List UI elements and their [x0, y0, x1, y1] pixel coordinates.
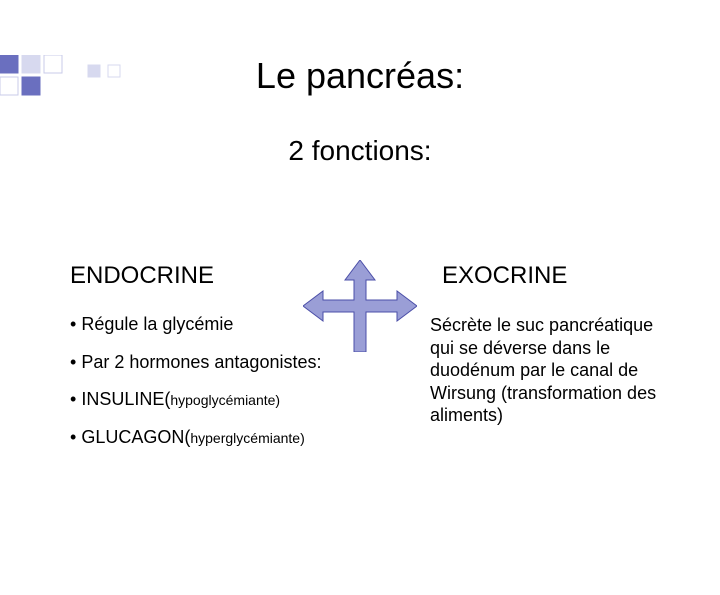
three-way-arrow-icon	[303, 260, 417, 352]
bullet-text: Régule la glycémie	[81, 314, 233, 334]
corner-decoration	[0, 55, 135, 105]
endocrine-column: ENDOCRINE • Régule la glycémie • Par 2 h…	[70, 262, 340, 464]
endocrine-heading: ENDOCRINE	[70, 262, 340, 290]
slide-subtitle: 2 fonctions:	[0, 135, 720, 167]
bullet-glucagon: • GLUCAGON(hyperglycémiante)	[70, 427, 340, 449]
bullet-small: hyperglycémiante)	[190, 430, 304, 446]
exocrine-heading: EXOCRINE	[442, 262, 660, 290]
bullet-small: hypoglycémiante)	[170, 392, 280, 408]
exocrine-text: Sécrète le suc pancréatique qui se déver…	[430, 314, 660, 427]
bullet-text: Par 2 hormones antagonistes:	[81, 352, 321, 372]
bullet-strong: INSULINE	[81, 389, 164, 409]
bullet-insuline: • INSULINE(hypoglycémiante)	[70, 389, 340, 411]
bullet-regule: • Régule la glycémie	[70, 314, 340, 336]
exocrine-column: EXOCRINE Sécrète le suc pancréatique qui…	[430, 262, 660, 464]
bullet-hormones: • Par 2 hormones antagonistes:	[70, 352, 340, 374]
bullet-strong: GLUCAGON	[81, 427, 184, 447]
